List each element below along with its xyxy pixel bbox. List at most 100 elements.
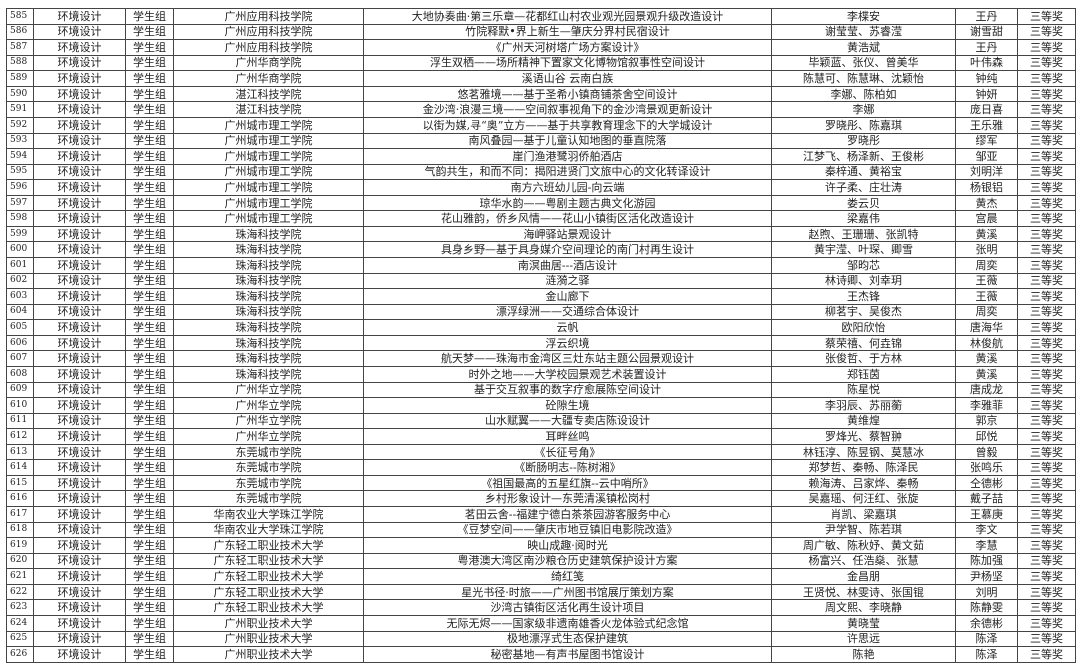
- authors-cell: 尹学智、陈若琪: [771, 521, 956, 539]
- school-cell: 广东轻工职业技术大学: [173, 552, 364, 570]
- category-cell: 环境设计: [33, 568, 126, 585]
- award-cell: 三等奖: [1017, 8, 1076, 25]
- advisor-cell: 邹亚: [955, 148, 1018, 165]
- row-number-cell: 589: [6, 70, 34, 87]
- school-cell: 珠海科技学院: [173, 225, 364, 243]
- authors-cell: 陈艳: [771, 646, 956, 663]
- work-title-cell: 竹院释默•界上新生—肇庆分界村民宿设计: [363, 23, 772, 41]
- award-cell: 三等奖: [1017, 210, 1076, 227]
- advisor-cell: 张明: [955, 241, 1018, 258]
- work-title-cell: 以街为媒,寻“奥”立方——基于共享教育理念下的大学城设计: [363, 116, 772, 134]
- category-cell: 环境设计: [33, 210, 126, 227]
- category-cell: 环境设计: [33, 70, 126, 87]
- group-cell: 学生组: [125, 70, 174, 87]
- award-cell: 三等奖: [1017, 397, 1076, 414]
- row-number-cell: 609: [6, 381, 34, 399]
- award-cell: 三等奖: [1017, 148, 1076, 165]
- table-row: 606 环境设计 学生组 珠海科技学院 浮云织境 蔡荣禧、何垚锦 林俊航 三等奖: [6, 334, 1076, 352]
- work-title-cell: 浮生双栖——场所精神下置家文化博物馆叙事性空间设计: [363, 54, 772, 72]
- award-cell: 三等奖: [1017, 428, 1076, 445]
- award-cell: 三等奖: [1017, 101, 1076, 118]
- row-number-cell: 587: [6, 39, 34, 56]
- group-cell: 学生组: [125, 568, 174, 585]
- authors-cell: 黄维煌: [771, 412, 956, 430]
- school-cell: 广州城市理工学院: [173, 132, 364, 150]
- table-row: 596 环境设计 学生组 广州城市理工学院 南方六班幼儿园-向云端 许子柔、庄壮涛 杨银铝三…: [6, 179, 1076, 196]
- work-title-cell: 无际无烬——国家级非遗南雄香火龙体验式纪念馆: [363, 614, 772, 632]
- authors-cell: 肖凯、梁嘉琪: [771, 506, 956, 523]
- category-cell: 环境设计: [33, 23, 126, 41]
- advisor-cell: 谢雪甜: [955, 23, 1018, 41]
- advisor-cell: 黄溪: [955, 350, 1018, 367]
- school-cell: 珠海科技学院: [173, 303, 364, 321]
- school-cell: 广州城市理工学院: [173, 210, 364, 227]
- award-cell: 三等奖: [1017, 599, 1076, 616]
- table-row: 621 环境设计 学生组 广东轻工职业技术大学 绮红笺 金昌朋 尹杨坚 三等奖: [6, 568, 1076, 585]
- table-row: 595 环境设计 学生组 广州城市理工学院 气韵共生，和而不同：揭阳进贤门文旅中心的文化…: [6, 163, 1076, 181]
- authors-cell: 罗晓彤、陈嘉琪: [771, 116, 956, 134]
- authors-cell: 赵煦、王珊珊、张凯特: [771, 225, 956, 243]
- school-cell: 珠海科技学院: [173, 334, 364, 352]
- row-number-cell: 606: [6, 334, 34, 352]
- advisor-cell: 陈泽: [955, 630, 1018, 648]
- category-cell: 环境设计: [33, 506, 126, 523]
- work-title-cell: 《祖国最高的五星红旗--云中哨所》: [363, 474, 772, 492]
- school-cell: 广州华商学院: [173, 70, 364, 87]
- row-number-cell: 604: [6, 303, 34, 321]
- row-number-cell: 608: [6, 365, 34, 383]
- work-title-cell: 大地协奏曲·第三乐章—花都红山村农业观光园景观升级改造设计: [363, 8, 772, 25]
- table-row: 610 环境设计 学生组 广州华立学院 砼隙生境 李羽辰、苏丽蘅 李雅菲 三等奖: [6, 397, 1076, 414]
- authors-cell: 许思远: [771, 630, 956, 648]
- school-cell: 珠海科技学院: [173, 288, 364, 305]
- award-cell: 三等奖: [1017, 552, 1076, 570]
- authors-cell: 陈星悦: [771, 381, 956, 399]
- group-cell: 学生组: [125, 521, 174, 539]
- work-title-cell: 时外之地——大学校园景观艺术装置设计: [363, 365, 772, 383]
- group-cell: 学生组: [125, 412, 174, 430]
- row-number-cell: 614: [6, 459, 34, 476]
- category-cell: 环境设计: [33, 179, 126, 196]
- table-row: 603 环境设计 学生组 珠海科技学院 金山廊下 王杰锋 王薇 三等奖: [6, 288, 1076, 305]
- school-cell: 华南农业大学珠江学院: [173, 506, 364, 523]
- table-row: 607 环境设计 学生组 珠海科技学院 航天梦——珠海市金湾区三灶东站主题公园景观设计张…: [6, 350, 1076, 367]
- authors-cell: 毕颖蓝、张仪、曾美华: [771, 54, 956, 72]
- authors-cell: 赖海涛、吕家烨、秦畅: [771, 474, 956, 492]
- school-cell: 广州华立学院: [173, 412, 364, 430]
- group-cell: 学生组: [125, 85, 174, 103]
- authors-cell: 杨富兴、任浩燊、张慧: [771, 552, 956, 570]
- table-row: 614 环境设计 学生组 东莞城市学院 《断肠明志--陈树湘》 郑梦哲、秦畅、陈泽民 张鸣乐…: [6, 459, 1076, 476]
- authors-cell: 罗烽光、蔡智翀: [771, 428, 956, 445]
- award-cell: 三等奖: [1017, 319, 1076, 336]
- award-cell: 三等奖: [1017, 443, 1076, 461]
- row-number-cell: 599: [6, 225, 34, 243]
- advisor-cell: 周奕: [955, 303, 1018, 321]
- award-cell: 三等奖: [1017, 272, 1076, 290]
- table-row: 587 环境设计 学生组 广州应用科技学院 《广州天河树塔广场方案设计》 黄浩斌 王丹 三等奖: [6, 39, 1076, 56]
- school-cell: 珠海科技学院: [173, 365, 364, 383]
- work-title-cell: 乡村形象设计—东莞清溪镇松岗村: [363, 490, 772, 507]
- row-number-cell: 591: [6, 101, 34, 118]
- category-cell: 环境设计: [33, 552, 126, 570]
- work-title-cell: 南风叠园—基于儿童认知地图的垂直院落: [363, 132, 772, 150]
- award-cell: 三等奖: [1017, 85, 1076, 103]
- group-cell: 学生组: [125, 210, 174, 227]
- award-cell: 三等奖: [1017, 163, 1076, 181]
- authors-cell: 秦梓通、黄裕宝: [771, 163, 956, 181]
- table-row: 589 环境设计 学生组 广州华商学院 溪语山谷 云南白族 陈慧可、陈慧琳、沈颖怡 钟纯 三等…: [6, 70, 1076, 87]
- award-cell: 三等奖: [1017, 132, 1076, 150]
- group-cell: 学生组: [125, 241, 174, 258]
- group-cell: 学生组: [125, 599, 174, 616]
- row-number-cell: 594: [6, 148, 34, 165]
- table-row: 612 环境设计 学生组 广州华立学院 耳畔丝鸣 罗烽光、蔡智翀 邱悦 三等奖: [6, 428, 1076, 445]
- advisor-cell: 陈泽: [955, 646, 1018, 663]
- row-number-cell: 600: [6, 241, 34, 258]
- work-title-cell: 极地漂浮式生态保护建筑: [363, 630, 772, 648]
- school-cell: 东莞城市学院: [173, 443, 364, 461]
- table-row: 590 环境设计 学生组 湛江科技学院 悠茗雅境——基于圣希小镇商铺茶舍空间设计 李娜、陈…: [6, 85, 1076, 103]
- group-cell: 学生组: [125, 365, 174, 383]
- table-row: 609 环境设计 学生组 广州华立学院 基于交互叙事的数字疗愈展陈空间设计 陈星悦 唐成龙三…: [6, 381, 1076, 399]
- authors-cell: 周文熙、李晓静: [771, 599, 956, 616]
- category-cell: 环境设计: [33, 381, 126, 399]
- table-row: 623 环境设计 学生组 广东轻工职业技术大学 沙湾古镇街区活化再生设计项目 周文熙、李晓…: [6, 599, 1076, 616]
- authors-cell: 罗晓彤: [771, 132, 956, 150]
